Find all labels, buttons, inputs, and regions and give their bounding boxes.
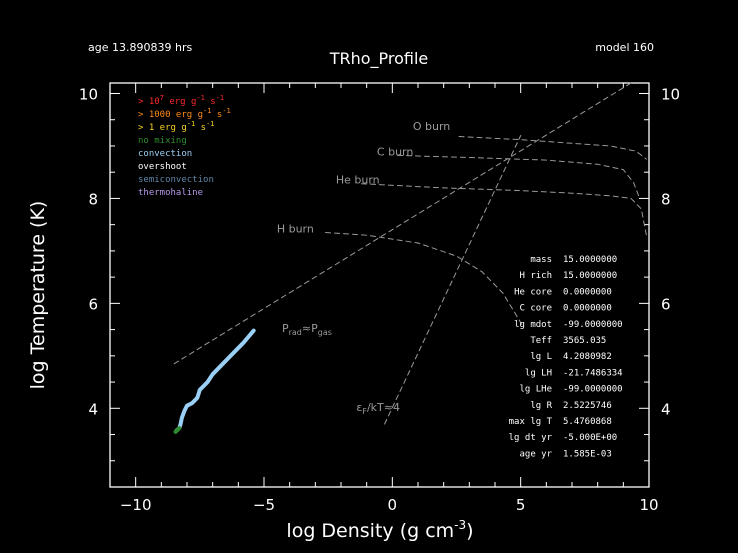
- y-tick-label-left: 4: [88, 400, 98, 418]
- profile-curves: [173, 328, 256, 434]
- legend-entry: convection: [138, 149, 192, 159]
- info-value: -99.0000000: [563, 320, 623, 330]
- info-panel: mass 15.0000000 H rich 15.0000000 He core 0.0…: [509, 255, 623, 459]
- legend-entry: > 1 erg g-1 s-1: [138, 120, 215, 133]
- legend-entry: > 107 erg g-1 s-1: [138, 94, 224, 107]
- x-axis-label: log Density (g cm-3): [286, 518, 473, 542]
- info-key: max lg T: [509, 417, 553, 427]
- info-key: C core: [519, 304, 552, 314]
- model-label: model 160: [595, 41, 654, 54]
- series-profile: [174, 328, 256, 433]
- x-tick-label: 10: [639, 496, 658, 514]
- legend-entry: > 1000 erg g-1 s-1: [138, 107, 231, 120]
- info-key: lg mdot: [514, 320, 552, 330]
- info-key: Teff: [530, 336, 552, 346]
- info-key: mass: [530, 255, 552, 265]
- x-tick-label: 0: [388, 496, 398, 514]
- annotation: He burn: [336, 174, 380, 187]
- x-tick-label: −10: [120, 496, 152, 514]
- guide-lines: [173, 82, 647, 425]
- series-ef-kt-4: [384, 135, 522, 425]
- info-key: lg R: [530, 401, 552, 411]
- legend-entry: overshoot: [138, 162, 187, 172]
- info-value: 3565.035: [563, 336, 606, 346]
- series-h-burn: [325, 232, 524, 328]
- series-he-burn: [361, 183, 647, 236]
- annotation: H burn: [277, 223, 314, 236]
- info-value: -99.0000000: [563, 385, 623, 395]
- annotation: Prad≈Pgas: [282, 322, 332, 337]
- legend-entry: thermohaline: [138, 188, 203, 198]
- series-no-mixing: [173, 426, 182, 434]
- info-value: 0.0000000: [563, 304, 612, 314]
- y-tick-label-left: 8: [88, 190, 98, 208]
- info-key: He core: [514, 287, 552, 297]
- info-value: 1.585E-03: [563, 449, 612, 459]
- info-key: H rich: [519, 271, 552, 281]
- y-tick-label-right: 6: [661, 295, 671, 313]
- age-label: age 13.890839 hrs: [88, 41, 192, 54]
- chart-title: TRho_Profile: [329, 49, 429, 69]
- info-value: 5.4760868: [563, 417, 612, 427]
- annotation: O burn: [413, 120, 450, 133]
- y-axis-label: log Temperature (K): [27, 201, 49, 390]
- info-value: 0.0000000: [563, 287, 612, 297]
- y-tick-label-right: 10: [661, 85, 680, 103]
- y-tick-label-left: 6: [88, 295, 98, 313]
- y-tick-label-right: 4: [661, 400, 671, 418]
- y-tick-label-left: 10: [79, 85, 98, 103]
- x-tick-label: −5: [253, 496, 275, 514]
- legend-entry: no mixing: [138, 136, 187, 146]
- info-value: 4.2080982: [563, 352, 612, 362]
- info-key: lg LHe: [519, 385, 552, 395]
- annotation: εF/kT≈4: [356, 401, 400, 416]
- series-c-burn: [397, 154, 640, 197]
- annotation: C burn: [377, 145, 413, 158]
- info-value: 15.0000000: [563, 255, 617, 265]
- y-tick-label-right: 8: [661, 190, 671, 208]
- axis-ticks: −10 −5 0 5 10 4 4 6 6 8 8 10 10: [79, 83, 680, 514]
- info-value: 15.0000000: [563, 271, 617, 281]
- series-o-burn: [458, 136, 647, 160]
- x-tick-label: 5: [516, 496, 526, 514]
- legend: > 107 erg g-1 s-1> 1000 erg g-1 s-1> 1 e…: [138, 94, 231, 198]
- info-value: -5.000E+00: [563, 433, 617, 443]
- info-key: lg dt yr: [509, 433, 553, 443]
- info-key: lg L: [530, 352, 552, 362]
- info-value: 2.5225746: [563, 401, 612, 411]
- info-key: age yr: [519, 449, 552, 459]
- info-value: -21.7486334: [563, 368, 623, 378]
- info-key: lg LH: [525, 368, 552, 378]
- legend-entry: semiconvection: [138, 175, 214, 185]
- plot-frame: [109, 82, 650, 488]
